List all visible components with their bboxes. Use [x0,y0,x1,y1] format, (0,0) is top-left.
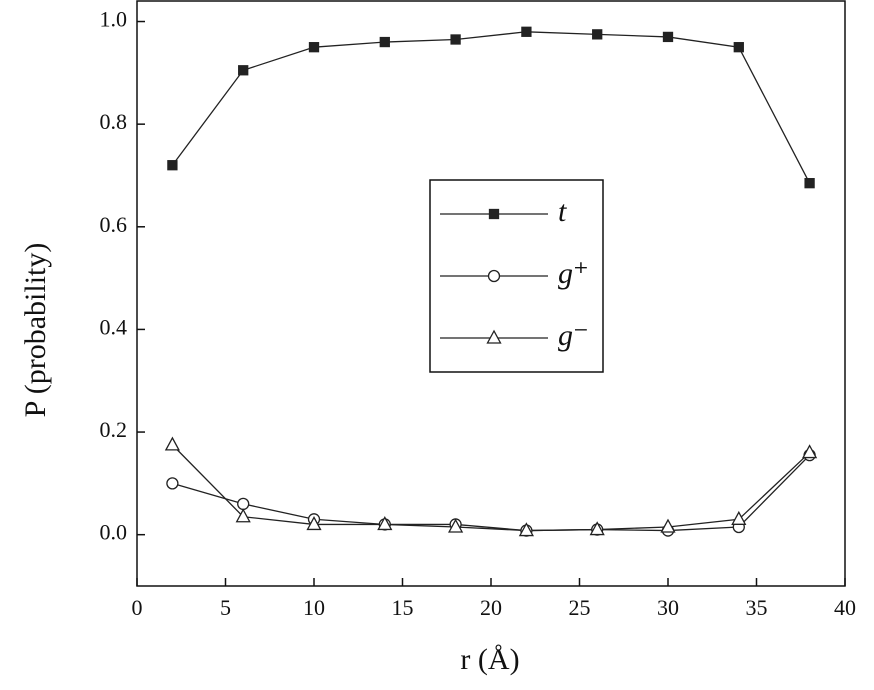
y-tick-label: 1.0 [100,7,128,32]
y-tick-label: 0.8 [100,109,128,134]
data-point [167,160,178,171]
legend-label: g⁻ [558,319,589,352]
legend-label: t [558,195,567,228]
data-point [308,42,320,53]
y-axis-title: P (probability) [19,243,52,418]
x-tick-label: 40 [834,595,856,620]
x-tick-label: 5 [220,595,231,620]
x-axis-title: r (Å) [460,643,519,676]
data-point [660,518,676,533]
data-point [377,516,393,531]
data-point [733,42,744,53]
x-tick-label: 10 [303,595,325,620]
x-tick-label: 35 [746,595,768,620]
data-point [166,477,179,490]
data-point [164,436,180,451]
x-tick-label: 15 [392,595,414,620]
data-point [589,521,605,536]
y-tick-label: 0.2 [100,417,128,442]
series-line [171,31,811,184]
series-line [171,444,811,532]
data-point [521,26,532,37]
legend-marker [487,269,501,283]
legend: t g⁺ g⁻ [429,179,604,373]
data-point [237,497,250,511]
data-point [306,516,322,531]
y-tick-label: 0.0 [100,520,128,545]
legend-label: g⁺ [558,257,589,290]
x-tick-label: 0 [132,595,143,620]
legend-marker [488,208,500,220]
legend-marker [486,329,502,344]
y-tick-label: 0.6 [100,212,128,237]
data-point [238,65,249,76]
data-point [804,178,815,189]
x-tick-label: 20 [480,595,502,620]
data-point [592,29,603,40]
y-tick-label: 0.4 [100,314,128,339]
x-tick-label: 30 [657,595,679,620]
series-line [172,454,811,532]
data-point [450,34,461,45]
data-point [379,36,390,48]
data-point [235,508,251,523]
data-point [731,510,747,525]
data-point [802,444,818,459]
data-point [518,522,534,537]
data-point [662,31,674,43]
x-tick-label: 25 [569,595,591,620]
data-point [448,518,464,533]
